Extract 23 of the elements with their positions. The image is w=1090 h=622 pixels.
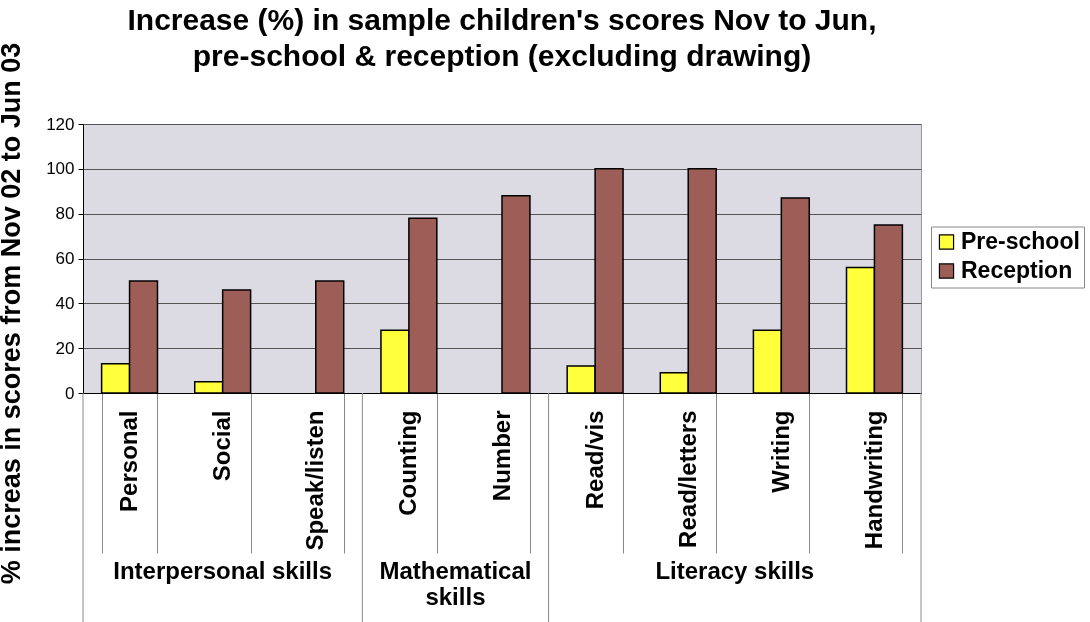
y-tick-label: 120 xyxy=(46,114,75,134)
text: Mathematical skills xyxy=(379,557,532,610)
y-axis-title: % increas in scores from Nov 02 to Jun 03 xyxy=(0,42,26,585)
y-tick-label: 60 xyxy=(55,249,75,268)
y-tick-label: 20 xyxy=(55,338,75,358)
y-tick-label: 0 xyxy=(65,383,75,403)
x-tick-label: Read/letters xyxy=(673,410,701,548)
y-tick-label: 80 xyxy=(55,204,75,224)
legend-label: Reception xyxy=(961,257,1073,283)
text: Interpersonal skills xyxy=(113,557,333,584)
chart-title: Increase (%) in sample children's scores Nov to Jun, pre-school & reception (excluding drawing) xyxy=(127,3,877,73)
text: Literacy skills xyxy=(655,557,815,584)
x-tick-label: Personal xyxy=(115,410,143,512)
x-tick-label: Counting xyxy=(394,410,422,516)
x-tick-label: Writing xyxy=(766,410,794,493)
x-tick-label: Social xyxy=(208,410,236,482)
x-tick-label: Handwriting xyxy=(859,410,887,550)
y-tick-label: 100 xyxy=(46,159,75,179)
x-tick-label: Speak/listen xyxy=(301,410,329,551)
legend-label: Pre-school xyxy=(961,228,1080,254)
x-tick-label: Read/vis xyxy=(580,410,608,510)
x-tick-label: Number xyxy=(487,410,515,502)
y-tick-label: 40 xyxy=(55,293,75,313)
